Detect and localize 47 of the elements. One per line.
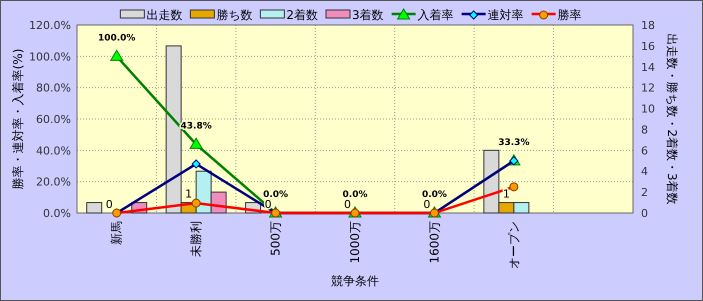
legend-label: 3着数 (352, 8, 384, 22)
legend-label: 勝ち数 (216, 8, 252, 22)
x-tick-label: 新馬 (110, 221, 124, 245)
y2-tick-label: 6 (641, 144, 648, 158)
point (190, 138, 203, 149)
data-label: 0 (423, 198, 430, 211)
y2-tick-label: 8 (641, 123, 648, 136)
x-tick-label: 500万 (268, 221, 283, 256)
legend-label: 2着数 (286, 8, 318, 22)
y-tick-label: 80.0% (36, 82, 71, 95)
y-tick-label: 60.0% (36, 113, 71, 126)
y-tick-label: 100.0% (29, 50, 71, 64)
x-tick-label: 1600万 (427, 221, 442, 264)
y-tick-label: 0.0% (43, 207, 71, 220)
x-tick-label: 未勝利 (189, 221, 204, 257)
data-label: 1 (185, 188, 192, 201)
y2-tick-label: 18 (641, 19, 655, 32)
point (110, 50, 124, 61)
y2-tick-label: 0 (641, 207, 648, 220)
data-label: 0.0% (422, 190, 447, 200)
legend-label: 入着率 (418, 8, 454, 22)
y2-tick-label: 10 (641, 102, 655, 116)
y2-tick-label: 2 (641, 186, 648, 200)
legend-label: 勝率 (558, 8, 582, 22)
y2-tick-label: 14 (641, 60, 655, 74)
y2-tick-label: 4 (641, 165, 648, 178)
data-label: 1 (502, 188, 510, 201)
y-tick-label: 20.0% (36, 176, 71, 189)
y2-tick-label: 16 (641, 40, 655, 53)
x-tick-label: オープン (506, 221, 521, 269)
legend-label: 出走数 (146, 8, 182, 22)
data-label: 0.0% (342, 190, 368, 200)
data-label: 0 (344, 198, 351, 211)
legend-label: 連対率 (488, 8, 524, 22)
y-tick-label: 120.0% (29, 19, 71, 32)
y-axis-title: 勝率・連対率・入着率(%) (11, 48, 25, 190)
y-tick-label: 40.0% (36, 144, 71, 158)
data-label: 33.3% (498, 138, 530, 148)
y2-axis-title: 出走数・勝ち数・2着数・3着数 (665, 33, 679, 205)
data-label: 0.0% (263, 190, 288, 200)
x-tick-label: 1000万 (348, 221, 362, 264)
bar (86, 202, 102, 214)
y2-tick-label: 12 (641, 82, 655, 95)
data-label: 0 (106, 198, 113, 211)
data-label: 100.0% (98, 33, 136, 44)
point (192, 159, 201, 168)
x-axis-title: 競争条件 (331, 274, 379, 288)
